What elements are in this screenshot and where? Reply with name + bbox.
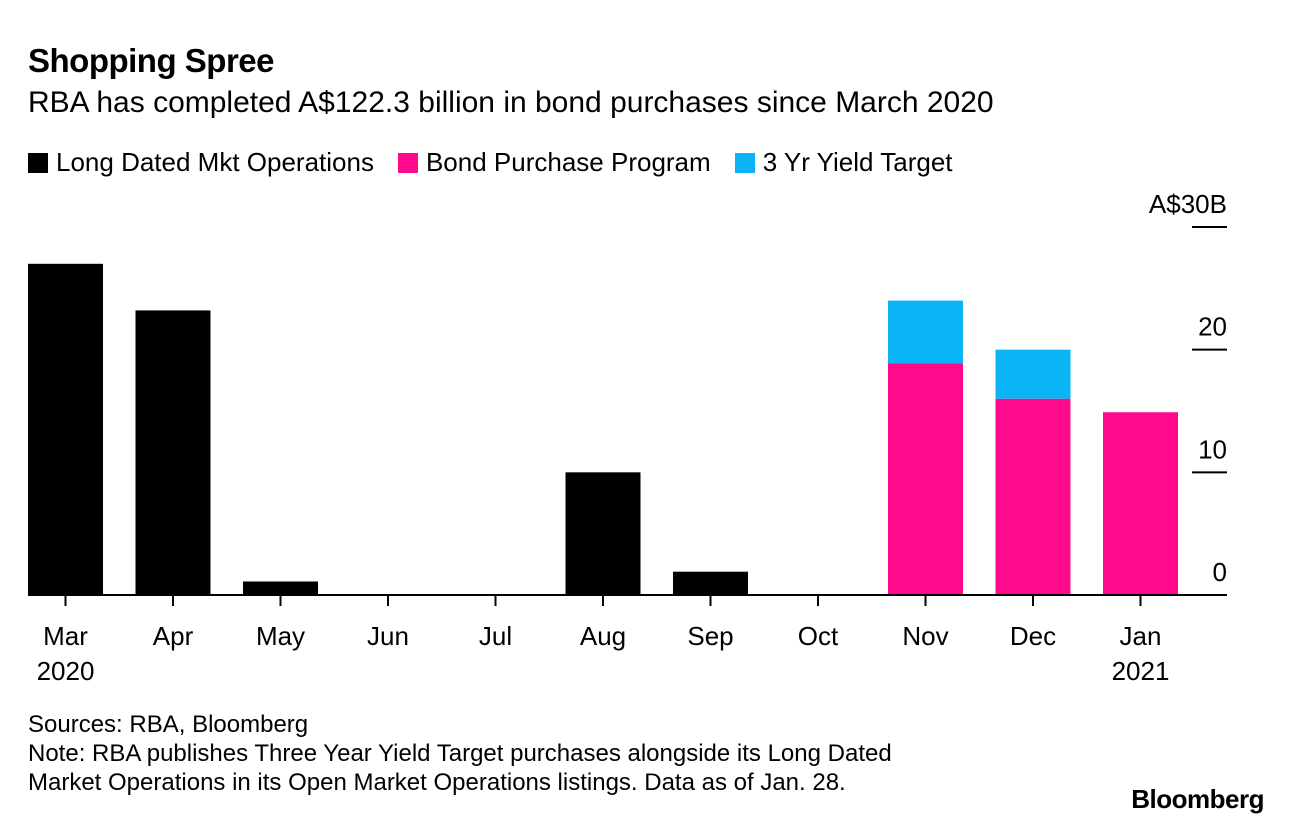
sources-text: Sources: RBA, Bloomberg [28,711,309,738]
x-tick-label: Nov [902,621,948,651]
y-tick-label: 10 [1198,434,1227,464]
bar-aug-series-0 [565,472,641,595]
note-line-1: Note: RBA publishes Three Year Yield Tar… [28,740,892,767]
x-tick-label: Dec [1010,621,1056,651]
bar-sep-series-0 [673,571,748,595]
note-line-2: Market Operations in its Open Market Ope… [28,769,846,796]
legend-item-bond-purchase: Bond Purchase Program [397,147,711,178]
bar-apr-series-0 [135,310,211,595]
x-tick-label: Sep [687,621,733,651]
legend-swatch-yield-target [734,152,755,173]
x-tick-label: Jan [1120,621,1162,651]
legend-label-long-dated: Long Dated Mkt Operations [56,147,374,177]
bloomberg-logo: Bloomberg [1131,784,1264,814]
legend-item-yield-target: 3 Yr Yield Target [734,147,953,178]
bar-dec-series-1 [995,398,1071,595]
bar-jan-series-1 [1103,412,1178,595]
bar-mar-series-0 [28,263,103,595]
x-tick-label: May [256,621,305,651]
x-tick-label: Mar [43,621,88,651]
legend: Long Dated Mkt Operations Bond Purchase … [28,147,977,178]
y-tick-label: 20 [1198,312,1227,342]
x-tick-label: Oct [798,621,839,651]
x-year-label: 2021 [1112,656,1170,686]
bar-nov-series-1 [888,363,963,595]
legend-item-long-dated: Long Dated Mkt Operations [28,147,374,178]
x-year-label: 2020 [37,656,95,686]
legend-label-yield-target: 3 Yr Yield Target [762,147,953,177]
footer: Sources: RBA, Bloomberg Note: RBA publis… [28,710,892,797]
x-tick-label: Jul [479,621,512,651]
chart-title: Shopping Spree [28,42,275,79]
legend-swatch-long-dated [28,152,48,173]
legend-swatch-bond-purchase [397,152,418,173]
y-tick-label: A$30B [1149,189,1227,219]
x-tick-label: Apr [153,621,194,651]
y-tick-label: 0 [1213,557,1227,587]
bar-dec-series-2 [995,349,1071,399]
bar-may-series-0 [243,581,318,595]
bar-nov-series-2 [888,300,963,364]
chart-subtitle: RBA has completed A$122.3 billion in bon… [28,86,994,119]
legend-label-bond-purchase: Bond Purchase Program [425,147,711,177]
x-tick-label: Aug [580,621,626,651]
x-tick-label: Jun [367,621,409,651]
